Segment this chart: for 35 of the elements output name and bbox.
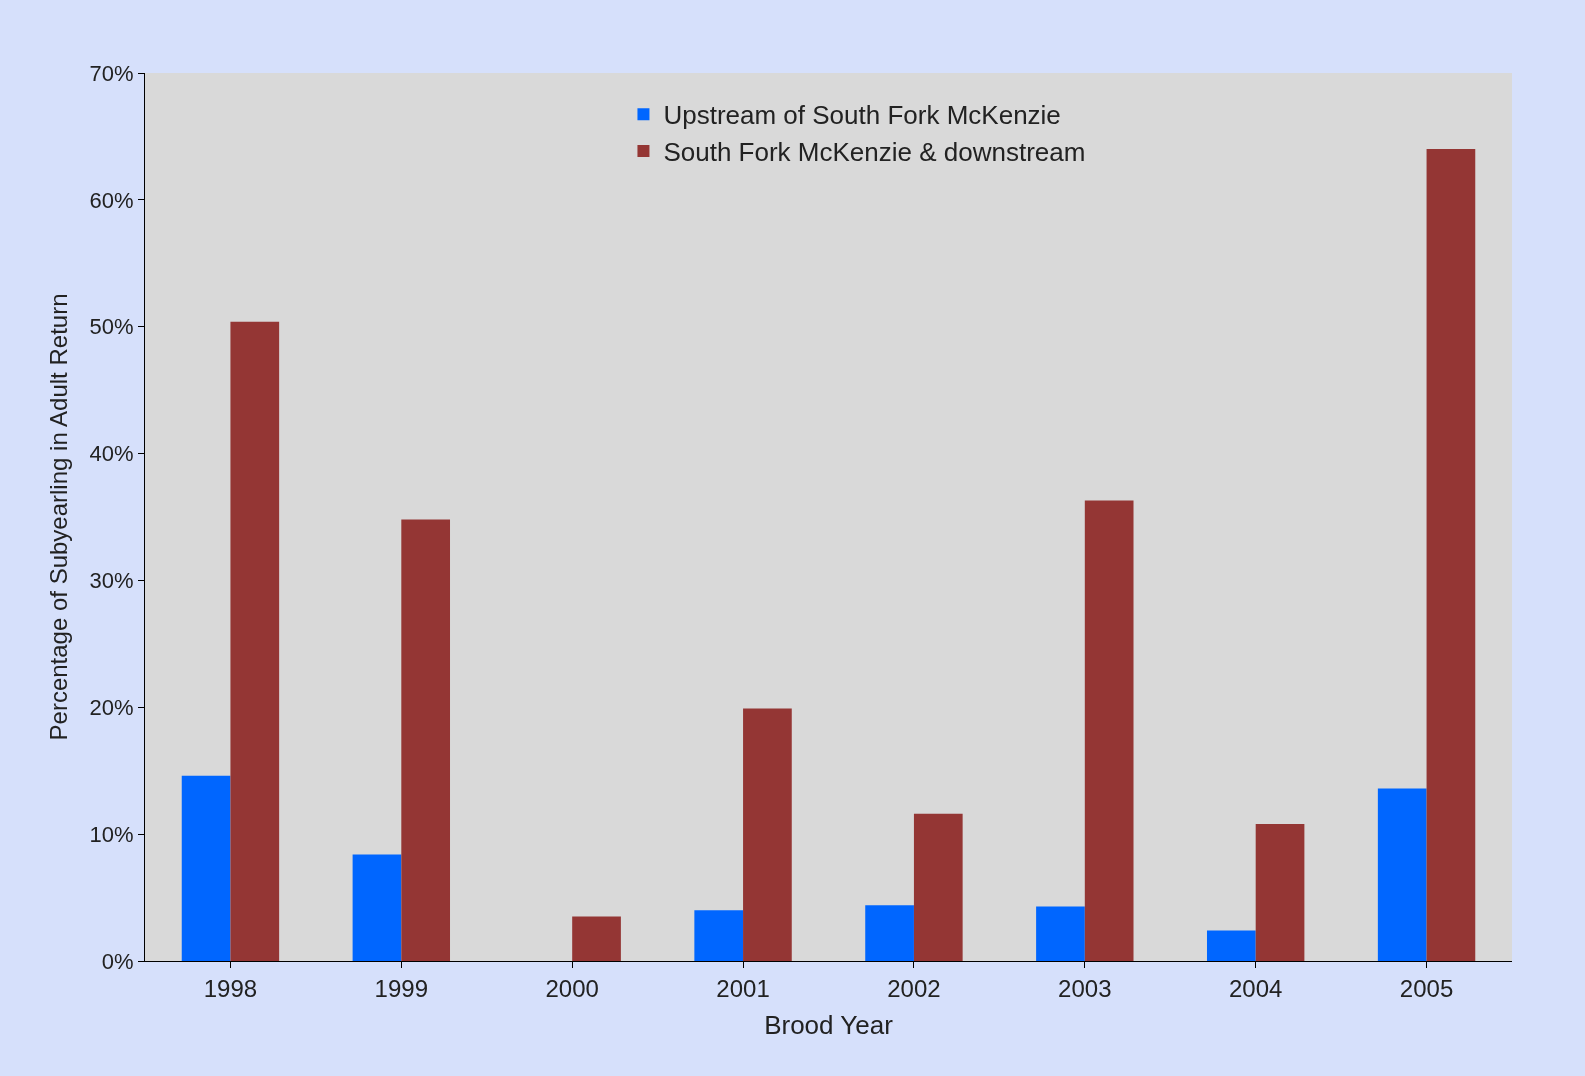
bar xyxy=(352,854,402,961)
y-tick-label: 70% xyxy=(89,60,134,86)
bar xyxy=(694,910,744,961)
legend-label: Upstream of South Fork McKenzie xyxy=(663,100,1061,131)
bar xyxy=(401,519,451,961)
bar xyxy=(1377,788,1427,961)
y-tick-label: 50% xyxy=(89,314,134,340)
x-tick-label: 2002 xyxy=(887,974,941,1002)
bar xyxy=(1084,500,1134,961)
x-tick-label: 2004 xyxy=(1228,974,1283,1002)
y-tick-label: 40% xyxy=(89,441,134,467)
x-tick-label: 2005 xyxy=(1399,974,1454,1002)
bar xyxy=(572,916,621,961)
bar xyxy=(230,321,280,961)
bar xyxy=(1426,149,1476,961)
bar xyxy=(913,813,963,961)
bar xyxy=(1255,823,1305,961)
y-tick-label: 20% xyxy=(89,694,134,720)
x-tick-label: 2000 xyxy=(545,974,599,1002)
y-axis-title: Percentage of Subyearling in Adult Return xyxy=(44,293,72,741)
y-tick-label: 60% xyxy=(89,187,134,213)
x-axis-title: Brood Year xyxy=(764,1010,894,1041)
y-tick-label: 30% xyxy=(89,568,134,594)
bar xyxy=(1036,906,1085,961)
x-tick-label: 2001 xyxy=(716,974,770,1002)
bar xyxy=(865,905,914,961)
legend-label: South Fork McKenzie & downstream xyxy=(663,137,1086,168)
x-tick-label: 2003 xyxy=(1058,974,1112,1002)
x-tick-label: 1999 xyxy=(374,974,429,1002)
bar xyxy=(181,775,231,961)
y-tick-label: 0% xyxy=(101,948,134,974)
y-tick-label: 10% xyxy=(89,821,134,847)
bar xyxy=(1206,930,1256,961)
bar xyxy=(743,708,792,961)
x-tick-label: 1998 xyxy=(203,974,258,1002)
